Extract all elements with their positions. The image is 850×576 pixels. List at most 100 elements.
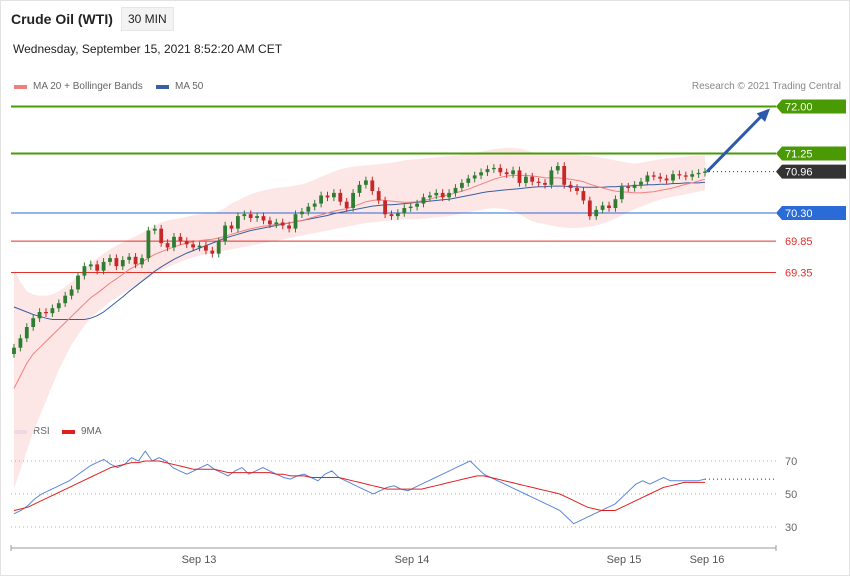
candle	[594, 206, 599, 220]
interval-selector[interactable]: 30 MIN	[121, 7, 174, 31]
ma20-swatch	[14, 84, 27, 89]
candle	[517, 166, 522, 187]
candle	[402, 204, 407, 217]
candle-body	[492, 167, 496, 170]
candle-body	[204, 245, 208, 251]
candle-body	[651, 175, 656, 177]
candle-body	[587, 200, 592, 217]
candle	[223, 221, 227, 245]
candle	[172, 233, 176, 252]
candle-body	[332, 192, 336, 198]
rsi-tick-label: 70	[785, 456, 797, 468]
candle	[671, 170, 675, 185]
candle	[440, 189, 445, 202]
candle-body	[69, 289, 74, 296]
candle-body	[242, 214, 247, 217]
candle	[12, 343, 16, 358]
candle-body	[229, 225, 234, 229]
candle	[140, 254, 144, 269]
candle-body	[178, 236, 183, 242]
candle	[159, 224, 164, 247]
candle	[261, 212, 266, 225]
candle-body	[370, 180, 375, 191]
candle-body	[191, 244, 195, 248]
candle	[651, 171, 656, 181]
candle	[82, 262, 87, 280]
candle-body	[690, 174, 695, 177]
candle-body	[120, 260, 125, 267]
candle-body	[248, 214, 253, 218]
candle-body	[485, 169, 490, 173]
candle-body	[453, 187, 458, 193]
rsi-label: RSI	[33, 426, 50, 437]
candle	[69, 285, 74, 300]
candle-body	[197, 245, 202, 248]
candle-body	[530, 176, 535, 182]
level-tag-box	[776, 205, 846, 220]
candle-body	[696, 172, 701, 175]
candle	[396, 209, 400, 220]
candle	[504, 168, 509, 178]
candle	[178, 233, 183, 245]
candle-body	[293, 214, 298, 229]
candle-body	[95, 264, 100, 271]
candle	[376, 187, 381, 205]
candle	[453, 184, 458, 197]
candle	[351, 189, 355, 212]
candle-body	[76, 275, 80, 290]
candle-body	[703, 171, 707, 173]
level-tag-69.85: 69.85	[785, 236, 813, 248]
timestamp: Wednesday, September 15, 2021 8:52:20 AM…	[13, 42, 283, 56]
candle	[108, 254, 112, 266]
candle-body	[287, 225, 291, 229]
level-label: 72.00	[785, 102, 813, 114]
candle	[197, 241, 202, 252]
candle-body	[536, 181, 541, 183]
candle-body	[600, 205, 605, 210]
candle-body	[460, 182, 464, 188]
candle-body	[619, 186, 624, 200]
candle-body	[101, 261, 106, 271]
candle	[248, 210, 253, 222]
candle-body	[549, 170, 554, 185]
candle	[619, 182, 624, 203]
candle-body	[389, 214, 394, 217]
ma20-label: MA 20 + Bollinger Bands	[33, 81, 143, 92]
candle-body	[440, 192, 445, 198]
candle	[184, 237, 189, 249]
candle-body	[44, 312, 48, 314]
x-tick-label: Sep 13	[182, 554, 217, 566]
candle-body	[498, 167, 503, 173]
candle	[408, 202, 413, 212]
rsi-line	[13, 450, 706, 525]
candle	[613, 195, 618, 212]
candle-body	[216, 241, 221, 254]
candle	[447, 189, 451, 202]
candle	[645, 171, 650, 186]
rsi-tick-label: 30	[785, 522, 797, 534]
candle-body	[543, 182, 547, 185]
candle	[306, 202, 311, 216]
candle	[255, 212, 259, 222]
candle	[485, 165, 490, 177]
candle	[88, 260, 93, 270]
level-tag-box	[776, 99, 846, 114]
candle	[428, 191, 432, 202]
candle-body	[210, 250, 215, 254]
credit-text: Research © 2021 Trading Central	[691, 81, 841, 92]
candle	[421, 193, 426, 208]
candle	[300, 207, 304, 219]
candle-body	[140, 258, 144, 265]
candle	[568, 181, 573, 192]
candle-body	[683, 175, 688, 177]
candle	[536, 177, 541, 187]
candle-body	[280, 222, 285, 226]
legend-9ma: 9MA	[62, 426, 102, 437]
candle	[146, 226, 151, 262]
candle	[274, 218, 279, 229]
candle	[460, 179, 464, 192]
candle-body	[396, 213, 400, 217]
candle-body	[12, 347, 16, 354]
candle	[498, 164, 503, 177]
